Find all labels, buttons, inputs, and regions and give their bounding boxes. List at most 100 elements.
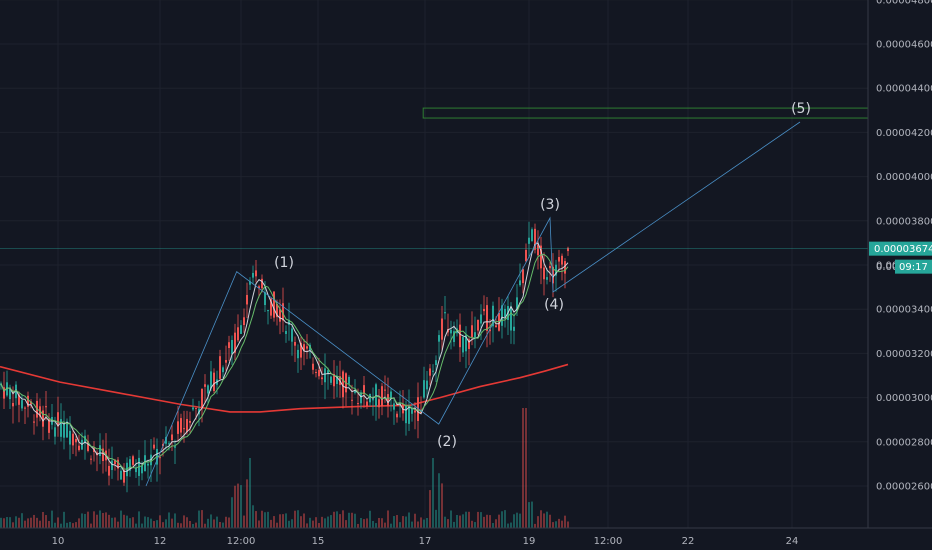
countdown-box (895, 259, 932, 274)
candle-body (321, 377, 323, 380)
candle-body (405, 405, 407, 424)
volume-bar (54, 522, 56, 528)
candle-body (132, 456, 134, 465)
volume-bar (471, 520, 473, 528)
price-tick-label: 0.00004600 (876, 40, 932, 51)
candle-body (78, 445, 80, 451)
candle-body (3, 387, 5, 399)
candle-body (468, 339, 470, 349)
volume-bar (258, 520, 260, 528)
candle-body (159, 457, 161, 459)
candle-body (555, 264, 557, 276)
candle-body (423, 380, 425, 398)
candle-body (450, 329, 452, 334)
volume-bar (516, 512, 518, 528)
candle-body (318, 370, 320, 377)
volume-bar (498, 514, 500, 528)
candle-body (117, 459, 119, 469)
candle-body (369, 393, 371, 403)
volume-bar (378, 517, 380, 528)
volume-bar (129, 518, 131, 528)
volume-bar (78, 518, 80, 528)
volume-bar (189, 520, 191, 528)
volume-bar (150, 518, 152, 528)
candle-body (366, 401, 368, 406)
volume-bar (528, 502, 530, 528)
candle-body (45, 406, 47, 408)
time-axis-panel[interactable] (0, 528, 932, 550)
candle-body (408, 405, 410, 424)
volume-bar (336, 511, 338, 528)
candle-body (228, 342, 230, 349)
price-tag-partial: 0.000 (876, 262, 905, 273)
short-ma-line (0, 253, 569, 470)
candle-body (102, 448, 104, 462)
candle-body (303, 344, 305, 351)
wave-path-line[interactable] (145, 121, 801, 487)
wave-label: (5) (791, 101, 811, 117)
volume-bar (441, 483, 443, 528)
candle-body (516, 297, 518, 312)
price-tick-label: 0.00003800 (876, 216, 932, 227)
candle-body (42, 410, 44, 427)
volume-bar (447, 519, 449, 528)
candle-body (528, 237, 530, 244)
candle-body (141, 465, 143, 474)
wave-label: (4) (544, 297, 564, 313)
candle-body (306, 346, 308, 349)
volume-bar (552, 522, 554, 528)
volume-bar (318, 523, 320, 528)
volume-bar (177, 522, 179, 528)
candle-body (174, 446, 176, 448)
volume-bar (351, 512, 353, 528)
volume-bar (564, 515, 566, 528)
candle-body (534, 228, 536, 250)
candle-body (357, 403, 359, 405)
volume-bar (9, 517, 11, 528)
candle-body (333, 374, 335, 387)
candle-body (348, 376, 350, 384)
volume-bar (96, 514, 98, 528)
candle-body (27, 395, 29, 407)
volume-bar (213, 519, 215, 528)
candle-body (414, 410, 416, 413)
volume-bar (144, 516, 146, 528)
volume-bar (57, 517, 59, 528)
volume-bar (225, 516, 227, 528)
candle-body (336, 375, 338, 384)
candle-body (426, 380, 428, 390)
candle-body (168, 443, 170, 445)
volume-bar (48, 520, 50, 528)
price-tick-label: 0.00002600 (876, 482, 932, 493)
candle-body (432, 370, 434, 372)
candle-body (267, 310, 269, 312)
volume-bar (540, 510, 542, 528)
volume-bar (339, 514, 341, 528)
candle-body (396, 413, 398, 418)
candle-body (84, 435, 86, 444)
volume-bar (168, 512, 170, 528)
volume-bar (126, 515, 128, 528)
candle-body (72, 433, 74, 446)
volume-bar (51, 510, 53, 528)
price-tick-label: 0.00002800 (876, 437, 932, 448)
candle-body (453, 331, 455, 343)
volume-bar (234, 485, 236, 528)
candle-body (390, 391, 392, 399)
volume-bar (24, 520, 26, 528)
volume-bar (306, 523, 308, 528)
candle-body (90, 458, 92, 460)
volume-bar (36, 517, 38, 528)
volume-bar (21, 513, 23, 528)
short-ma-line (0, 242, 569, 473)
volume-bar (513, 514, 515, 528)
volume-bar (60, 523, 62, 528)
candle-body (243, 317, 245, 326)
volume-bar (81, 513, 83, 528)
volume-bar (363, 519, 365, 528)
candle-body (18, 394, 20, 405)
volume-bar (174, 513, 176, 528)
volume-bar (543, 513, 545, 528)
time-tick-label: 24 (786, 536, 799, 547)
